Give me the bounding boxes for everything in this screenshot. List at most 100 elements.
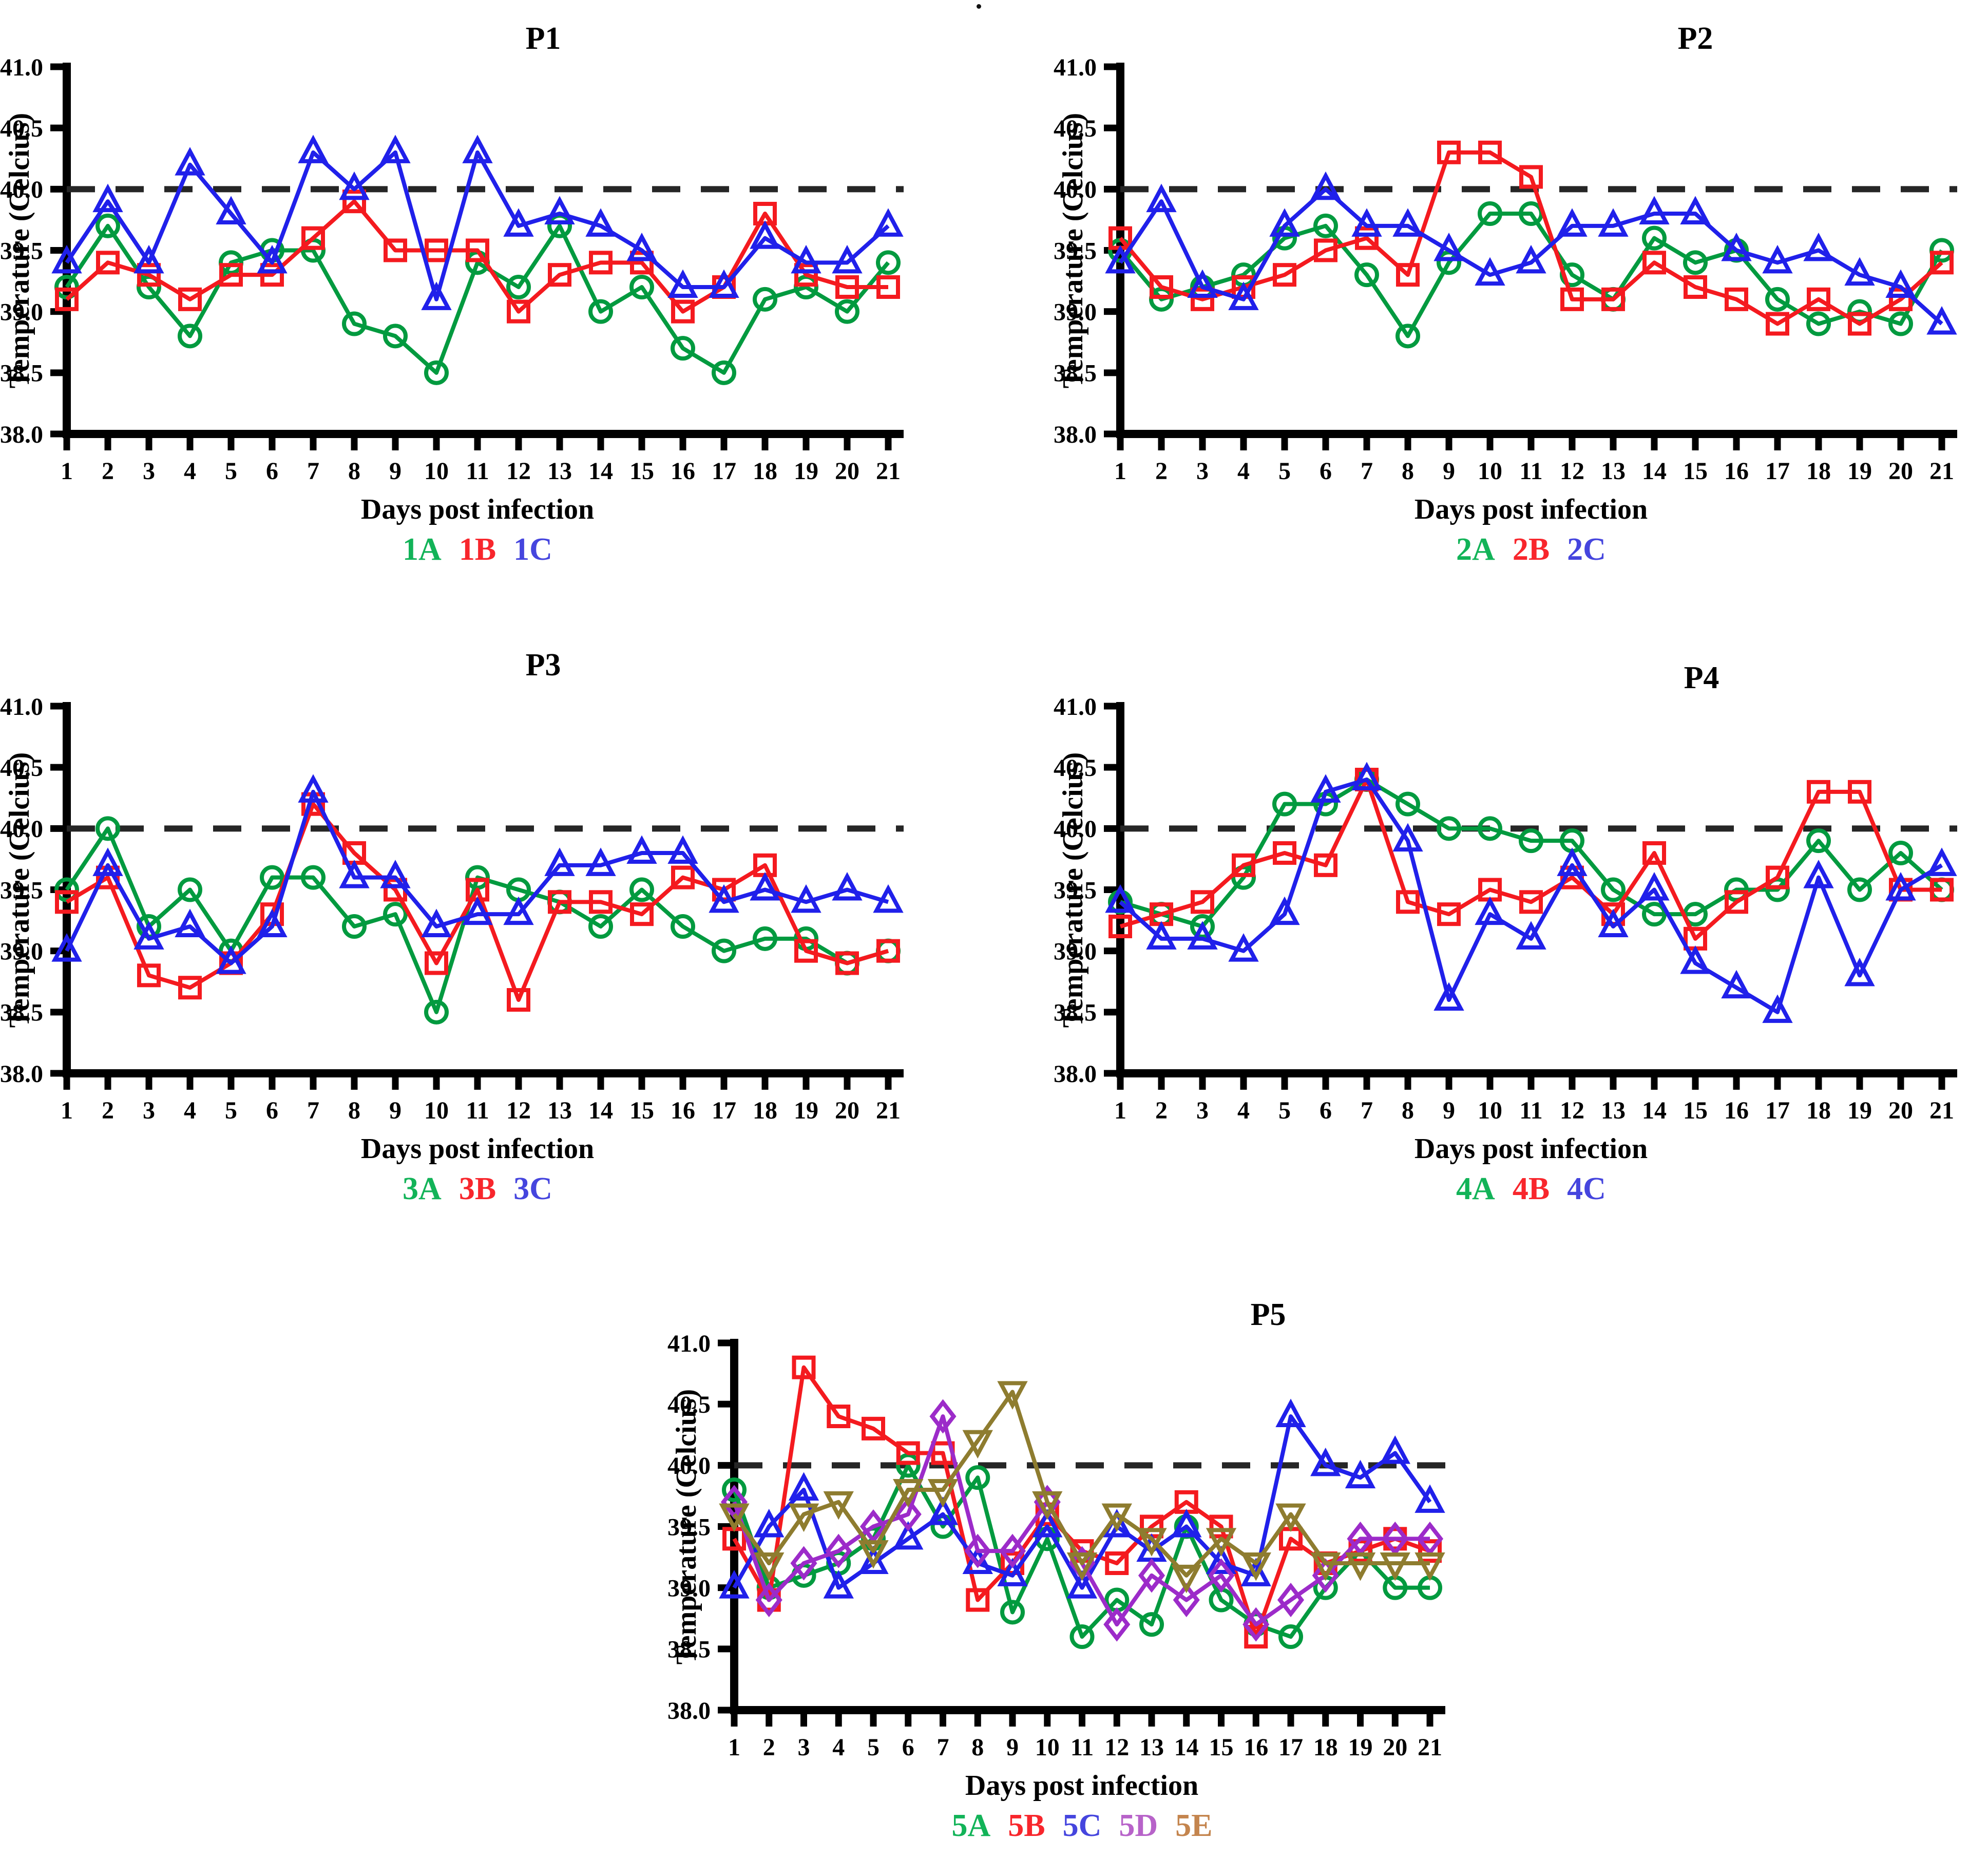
x-tick-label: 13 (1601, 458, 1626, 485)
x-tick-label: 21 (1929, 1097, 1954, 1124)
legend-entry: 5E (1175, 1808, 1213, 1843)
x-tick-label: 14 (588, 458, 613, 485)
legend: 4A 4B 4C (1120, 1168, 1942, 1209)
series-2B (1108, 140, 1954, 336)
x-tick-label: 17 (1765, 458, 1790, 485)
y-tick-label: 39.0 (667, 1575, 711, 1602)
x-tick-label: 21 (876, 1097, 901, 1124)
series-1B (55, 190, 900, 324)
chart-panel-p2: P2 Temperature (Celcius) Days post infec… (1054, 5, 1988, 596)
y-tick-label: 40.0 (0, 816, 43, 843)
x-tick-label: 5 (1278, 1097, 1291, 1124)
x-tick-label: 8 (348, 1097, 360, 1124)
x-tick-label: 4 (832, 1734, 845, 1761)
x-tick-label: 19 (794, 1097, 818, 1124)
x-tick-label: 9 (1443, 458, 1455, 485)
x-tick-label: 6 (1320, 1097, 1332, 1124)
chart-title: P1 (526, 21, 561, 56)
x-tick-label: 6 (266, 1097, 278, 1124)
x-axis-label: Days post infection (965, 1770, 1198, 1802)
x-tick-label: 20 (835, 1097, 859, 1124)
x-tick-label: 9 (389, 458, 402, 485)
x-tick-label: 7 (1361, 1097, 1373, 1124)
x-tick-label: 12 (1560, 458, 1584, 485)
x-tick-label: 11 (1071, 1734, 1094, 1761)
x-tick-label: 13 (1601, 1097, 1626, 1124)
legend-entry: 4C (1567, 1171, 1606, 1206)
x-tick-label: 12 (1560, 1097, 1584, 1124)
x-tick-label: 9 (1006, 1734, 1019, 1761)
x-tick-label: 3 (143, 458, 155, 485)
x-tick-label: 14 (588, 1097, 613, 1124)
x-tick-label: 8 (1402, 458, 1414, 485)
x-tick-label: 16 (671, 458, 695, 485)
legend-entry: 5D (1119, 1808, 1158, 1843)
x-tick-label: 10 (424, 1097, 449, 1124)
x-tick-label: 8 (348, 458, 360, 485)
x-tick-label: 12 (506, 458, 531, 485)
x-tick-label: 5 (867, 1734, 880, 1761)
y-tick-label: 38.5 (0, 360, 43, 387)
series-3C (51, 774, 904, 974)
x-tick-label: 9 (1443, 1097, 1455, 1124)
x-tick-label: 16 (1244, 1734, 1268, 1761)
series-1C (51, 135, 904, 310)
x-tick-label: 2 (102, 1097, 114, 1124)
x-tick-label: 3 (1196, 458, 1209, 485)
x-tick-label: 18 (753, 458, 777, 485)
axes: 38.038.539.039.540.040.541.01 2 3 4 5 6 7 8 9 10 1… (1054, 693, 1957, 1124)
x-tick-label: 14 (1642, 1097, 1667, 1124)
legend-entry: 4B (1512, 1171, 1550, 1206)
legend: 2A 2B 2C (1120, 529, 1942, 570)
y-tick-label: 39.5 (0, 237, 43, 264)
legend-entry: 5C (1062, 1808, 1102, 1843)
x-tick-label: 1 (728, 1734, 740, 1761)
axes: 38.038.539.039.540.040.541.01 2 3 4 5 6 7 8 9 10 1… (1054, 54, 1957, 485)
x-tick-label: 14 (1642, 458, 1667, 485)
x-tick-label: 15 (629, 458, 654, 485)
x-tick-label: 12 (506, 1097, 531, 1124)
y-tick-label: 40.5 (0, 115, 43, 142)
legend-entry: 2A (1456, 532, 1495, 567)
x-tick-label: 10 (1035, 1734, 1060, 1761)
x-tick-label: 1 (1114, 458, 1126, 485)
x-tick-label: 11 (466, 1097, 489, 1124)
series-5D (720, 1399, 1444, 1642)
x-tick-label: 20 (1888, 1097, 1913, 1124)
legend: 5A 5B 5C 5D 5E (734, 1805, 1430, 1846)
x-tick-label: 20 (1888, 458, 1913, 485)
series-5E (719, 1381, 1445, 1594)
y-tick-label: 40.0 (0, 176, 43, 203)
x-tick-label: 5 (1278, 458, 1291, 485)
legend-entry: 5B (1008, 1808, 1045, 1843)
chart-title: P4 (1684, 660, 1719, 695)
x-tick-label: 4 (184, 458, 196, 485)
axes: 38.038.539.039.540.040.541.01 2 3 4 5 6 7 8 9 10 1… (667, 1330, 1445, 1761)
x-tick-label: 5 (225, 458, 237, 485)
x-tick-label: 21 (1418, 1734, 1442, 1761)
x-axis-label: Days post infection (1414, 494, 1648, 525)
chart-panel-p4: P4 Temperature (Celcius) Days post infec… (1054, 645, 1988, 1235)
y-tick-label: 39.5 (1054, 237, 1097, 264)
plot-svg: P1 Temperature (Celcius) Days post infec… (0, 21, 904, 525)
series-3B (55, 792, 900, 1012)
y-tick-label: 40.5 (1054, 115, 1097, 142)
x-tick-label: 7 (307, 458, 319, 485)
x-tick-label: 7 (1361, 458, 1373, 485)
x-tick-label: 4 (1237, 1097, 1250, 1124)
legend-entry: 4A (1456, 1171, 1495, 1206)
x-axis-label: Days post infection (361, 494, 594, 525)
y-tick-label: 40.5 (667, 1391, 711, 1418)
chart-panel-p5: P5 Temperature (Celcius) Days post infec… (655, 1281, 1486, 1872)
y-tick-label: 41.0 (0, 693, 43, 721)
x-tick-label: 1 (61, 458, 73, 485)
x-tick-label: 21 (1929, 458, 1954, 485)
x-tick-label: 16 (1724, 1097, 1749, 1124)
y-tick-label: 40.5 (0, 754, 43, 782)
series-2C (1105, 171, 1957, 335)
x-tick-label: 3 (798, 1734, 810, 1761)
x-tick-label: 17 (1765, 1097, 1790, 1124)
y-tick-label: 39.0 (0, 298, 43, 326)
y-tick-label: 38.0 (667, 1697, 711, 1725)
